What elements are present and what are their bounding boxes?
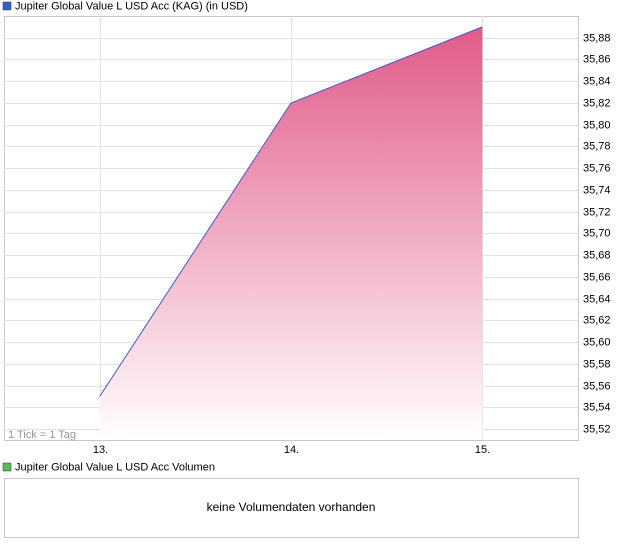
legend-swatch — [2, 1, 12, 11]
x-tick-label: 14. — [284, 444, 299, 456]
line — [99, 26, 483, 397]
volume-frame — [4, 478, 579, 538]
y-tick-label: 35,88 — [583, 32, 611, 44]
y-tick-label: 35,64 — [583, 293, 611, 305]
y-tick-label: 35,82 — [583, 97, 611, 109]
y-tick-label: 35,86 — [583, 53, 611, 65]
volume-message: keine Volumendaten vorhanden — [207, 500, 376, 514]
annotation: 1 Tick = 1 Tag — [8, 429, 76, 441]
y-tick-label: 35,62 — [583, 314, 611, 326]
y-tick-label: 35,78 — [583, 140, 611, 152]
y-tick-label: 35,72 — [583, 206, 611, 218]
legend-label: Jupiter Global Value L USD Acc (KAG) (in… — [15, 0, 248, 12]
y-tick-label: 35,56 — [583, 380, 611, 392]
y-tick-label: 35,68 — [583, 249, 611, 261]
area — [99, 26, 483, 440]
x-tick-label: 13. — [93, 444, 108, 456]
y-tick-label: 35,52 — [583, 423, 611, 435]
y-tick-label: 35,84 — [583, 75, 611, 87]
y-tick-label: 35,58 — [583, 358, 611, 370]
volume-title: Jupiter Global Value L USD Acc Volumen — [15, 461, 215, 473]
legend-swatch — [2, 462, 12, 472]
y-tick-label: 35,74 — [583, 184, 611, 196]
y-tick-label: 35,60 — [583, 336, 611, 348]
y-tick-label: 35,54 — [583, 401, 611, 413]
y-tick-label: 35,80 — [583, 119, 611, 131]
y-tick-label: 35,66 — [583, 271, 611, 283]
x-tick-label: 15. — [475, 444, 490, 456]
y-tick-label: 35,70 — [583, 227, 611, 239]
y-tick-label: 35,76 — [583, 162, 611, 174]
